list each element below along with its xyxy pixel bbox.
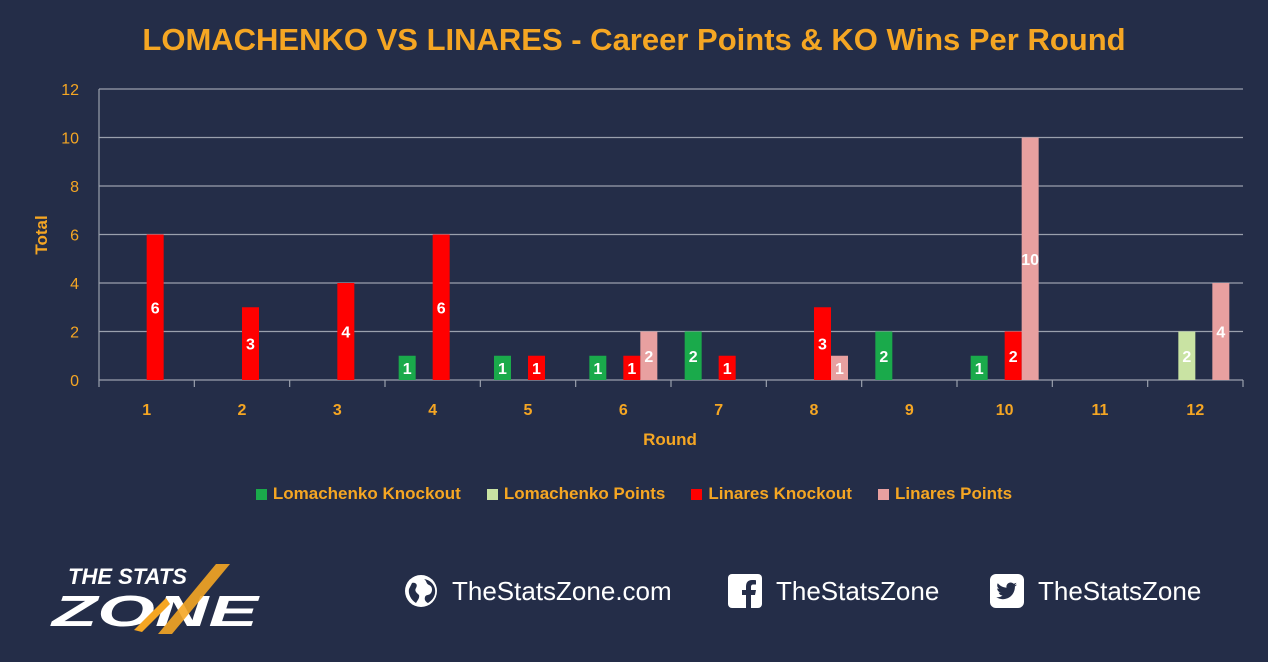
bar-data-label: 4 (1216, 325, 1225, 342)
bar (432, 234, 450, 380)
legend-label: Linares Knockout (708, 484, 852, 503)
x-tick-label: 8 (810, 402, 819, 419)
bar-data-label: 2 (879, 349, 888, 366)
twitter-text: TheStatsZone (1038, 575, 1202, 606)
bar-data-label: 2 (689, 349, 698, 366)
x-tick-label: 7 (714, 402, 723, 419)
bar-data-label: 1 (593, 361, 602, 378)
the-stats-zone-logo: THE STATS ZONE (49, 564, 261, 636)
legend-item-lomachenko-points[interactable]: Lomachenko Points (486, 484, 666, 504)
y-tick-label: 12 (61, 82, 79, 99)
x-tick-label: 4 (428, 402, 437, 419)
bar-data-label: 1 (498, 361, 507, 378)
y-tick-label: 2 (70, 325, 79, 342)
bar-data-label: 4 (341, 325, 350, 342)
legend-item-lomachenko-knockout[interactable]: Lomachenko Knockout (255, 484, 461, 504)
legend: Lomachenko Knockout Lomachenko Points Li… (0, 484, 1268, 504)
x-tick-label: 6 (619, 402, 628, 419)
bar (146, 234, 164, 380)
website-link[interactable]: TheStatsZone.com (404, 574, 672, 608)
grid-lines (98, 88, 1244, 387)
y-axis-label: Total (32, 215, 51, 254)
facebook-text: TheStatsZone (776, 575, 940, 606)
y-tick-label: 0 (70, 373, 79, 390)
bar (718, 355, 736, 380)
bar (640, 331, 658, 380)
globe-icon (405, 575, 437, 607)
bar-data-label: 3 (246, 337, 255, 354)
bar (528, 355, 545, 380)
bar (242, 307, 259, 380)
bar-data-label: 10 (1021, 252, 1039, 269)
x-tick-label: 10 (996, 402, 1014, 419)
bar-data-label: 2 (1182, 349, 1191, 366)
bar (589, 355, 607, 380)
legend-label: Linares Points (894, 484, 1013, 503)
bar (814, 307, 831, 380)
x-tick-label: 9 (905, 402, 914, 419)
x-tick-labels: 1 2 3 4 5 6 7 8 9 10 11 12 (142, 402, 1204, 419)
bar-data-label: 2 (644, 349, 653, 366)
x-tick-label: 11 (1092, 402, 1109, 419)
legend-swatch (486, 488, 498, 500)
bar-data-label: 1 (532, 361, 541, 378)
bar-data-label: 1 (627, 361, 636, 378)
chart-title: LOMACHENKO VS LINARES - Career Points & … (142, 22, 1126, 57)
x-tick-label: 1 (142, 402, 151, 419)
bar (337, 283, 355, 380)
legend-swatch (877, 488, 889, 500)
bar-data-label: 3 (818, 337, 827, 354)
footer: THE STATS ZONE TheStatsZone.com TheStats… (0, 548, 1268, 648)
bar-data-label: 2 (1009, 349, 1018, 366)
x-tick-label: 12 (1186, 402, 1204, 419)
bar-data-label: 1 (723, 361, 732, 378)
bar (684, 331, 702, 380)
bar-data-label: 1 (975, 361, 984, 378)
bar-data-label: 6 (437, 300, 446, 317)
bar (398, 355, 416, 380)
facebook-link[interactable]: TheStatsZone (728, 574, 939, 608)
bar (831, 355, 848, 380)
legend-swatch (255, 488, 267, 500)
x-tick-label: 5 (524, 402, 533, 419)
y-tick-label: 6 (70, 228, 79, 245)
twitter-icon (990, 574, 1024, 608)
website-text: TheStatsZone.com (452, 575, 672, 606)
bar-data-label: 6 (151, 300, 160, 317)
legend-item-linares-points[interactable]: Linares Points (877, 484, 1013, 504)
y-tick-label: 10 (61, 131, 79, 148)
legend-label: Lomachenko Knockout (272, 484, 461, 503)
logo-line1: THE STATS (68, 564, 187, 589)
y-tick-label: 4 (70, 276, 79, 293)
bar (1004, 331, 1022, 380)
bars (146, 137, 1230, 380)
bar-data-label: 1 (835, 361, 844, 378)
bar (1021, 137, 1039, 380)
legend-label: Lomachenko Points (503, 484, 666, 503)
bar (494, 355, 511, 380)
legend-item-linares-knockout[interactable]: Linares Knockout (691, 484, 852, 504)
bar (875, 331, 893, 380)
y-tick-label: 8 (70, 179, 79, 196)
legend-swatch (691, 488, 703, 500)
y-tick-labels: 0 2 4 6 8 10 12 (61, 82, 79, 390)
twitter-link[interactable]: TheStatsZone (990, 574, 1201, 608)
bar (1212, 283, 1230, 380)
bar (1178, 331, 1196, 380)
x-tick-label: 3 (333, 402, 342, 419)
x-tick-label: 2 (238, 402, 247, 419)
bar (970, 355, 988, 380)
x-axis-label: Round (643, 430, 697, 449)
bar (623, 355, 641, 380)
facebook-icon (728, 574, 762, 608)
bar-data-label: 1 (403, 361, 412, 378)
